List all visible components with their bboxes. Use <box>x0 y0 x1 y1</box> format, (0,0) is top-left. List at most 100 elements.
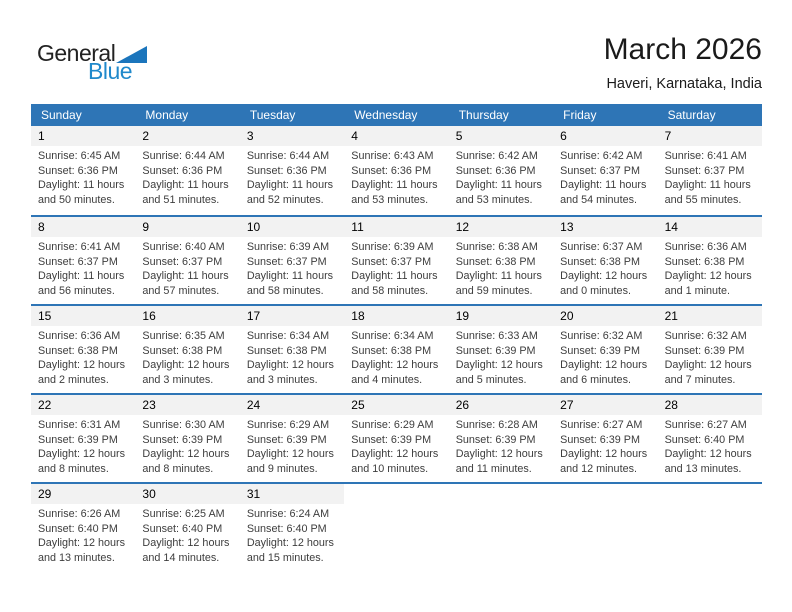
day-number: 21 <box>657 306 762 326</box>
logo-triangle-icon <box>116 46 148 63</box>
day-number: 20 <box>553 306 658 326</box>
day-number: 27 <box>553 395 658 415</box>
daylight-text-line2: and 13 minutes. <box>38 551 115 564</box>
sunset-text: Sunset: 6:37 PM <box>664 164 745 177</box>
day-details: Sunrise: 6:41 AM Sunset: 6:37 PM Dayligh… <box>31 237 135 298</box>
daylight-text-line1: Daylight: 12 hours <box>38 537 126 550</box>
daylight-text-line1: Daylight: 12 hours <box>664 448 752 461</box>
day-number: 3 <box>239 126 345 146</box>
day-number: 11 <box>344 217 449 237</box>
day-cell: 26 Sunrise: 6:28 AM Sunset: 6:39 PM Dayl… <box>448 395 554 482</box>
day-number: 7 <box>657 126 762 146</box>
logo-text-blue: Blue <box>88 58 133 84</box>
daylight-text-line2: and 6 minutes. <box>560 373 631 386</box>
daylight-text-line2: and 5 minutes. <box>455 373 527 386</box>
daylight-text-line1: Daylight: 11 hours <box>455 270 542 283</box>
daylight-text-line2: and 2 minutes. <box>38 373 109 386</box>
sunset-text: Sunset: 6:39 PM <box>351 433 432 446</box>
day-details: Sunrise: 6:39 AM Sunset: 6:37 PM Dayligh… <box>344 237 448 298</box>
daylight-text-line2: and 53 minutes. <box>351 193 429 206</box>
sunrise-text: Sunrise: 6:28 AM <box>455 419 538 431</box>
day-cell <box>553 484 658 571</box>
daylight-text-line1: Daylight: 12 hours <box>351 448 439 461</box>
day-number: 30 <box>135 484 240 504</box>
day-number: 10 <box>239 217 345 237</box>
day-number: 1 <box>31 126 136 146</box>
day-details: Sunrise: 6:27 AM Sunset: 6:39 PM Dayligh… <box>553 415 657 476</box>
day-cell: 3 Sunrise: 6:44 AM Sunset: 6:36 PM Dayli… <box>239 126 345 215</box>
day-details: Sunrise: 6:29 AM Sunset: 6:39 PM Dayligh… <box>240 415 344 476</box>
daylight-text-line1: Daylight: 12 hours <box>560 448 648 461</box>
sunset-text: Sunset: 6:39 PM <box>455 433 536 446</box>
sunset-text: Sunset: 6:39 PM <box>560 344 640 357</box>
daylight-text-line1: Daylight: 12 hours <box>142 448 230 461</box>
day-details: Sunrise: 6:27 AM Sunset: 6:40 PM Dayligh… <box>658 415 762 476</box>
day-details: Sunrise: 6:31 AM Sunset: 6:39 PM Dayligh… <box>31 415 135 476</box>
daylight-text-line1: Daylight: 12 hours <box>246 537 334 550</box>
day-number: 28 <box>657 395 762 415</box>
daylight-text-line1: Daylight: 11 hours <box>38 270 125 283</box>
day-cell: 11 Sunrise: 6:39 AM Sunset: 6:37 PM Dayl… <box>344 217 449 304</box>
day-details: Sunrise: 6:44 AM Sunset: 6:36 PM Dayligh… <box>135 146 239 207</box>
daylight-text-line1: Daylight: 12 hours <box>664 359 752 372</box>
daylight-text-line2: and 3 minutes. <box>246 373 318 386</box>
sunrise-text: Sunrise: 6:42 AM <box>455 150 538 162</box>
day-number: 26 <box>448 395 554 415</box>
day-details: Sunrise: 6:42 AM Sunset: 6:36 PM Dayligh… <box>449 146 553 207</box>
day-cell: 13 Sunrise: 6:37 AM Sunset: 6:38 PM Dayl… <box>553 217 658 304</box>
daylight-text-line2: and 55 minutes. <box>664 193 742 206</box>
day-number: 13 <box>553 217 658 237</box>
day-number: 23 <box>135 395 240 415</box>
sunset-text: Sunset: 6:38 PM <box>38 344 118 357</box>
sunrise-text: Sunrise: 6:40 AM <box>142 241 225 253</box>
sunrise-text: Sunrise: 6:39 AM <box>246 241 330 253</box>
day-cell: 23 Sunrise: 6:30 AM Sunset: 6:39 PM Dayl… <box>135 395 240 482</box>
sunset-text: Sunset: 6:37 PM <box>560 164 640 177</box>
day-cell: 12 Sunrise: 6:38 AM Sunset: 6:38 PM Dayl… <box>448 217 554 304</box>
weekday-header-cell: Thursday <box>458 108 509 122</box>
sunrise-text: Sunrise: 6:44 AM <box>246 150 330 162</box>
daylight-text-line2: and 8 minutes. <box>38 462 109 475</box>
day-cell: 18 Sunrise: 6:34 AM Sunset: 6:38 PM Dayl… <box>344 306 449 393</box>
sunrise-text: Sunrise: 6:45 AM <box>38 150 121 162</box>
day-cell: 4 Sunrise: 6:43 AM Sunset: 6:36 PM Dayli… <box>344 126 449 215</box>
sunset-text: Sunset: 6:38 PM <box>664 255 745 268</box>
daylight-text-line2: and 10 minutes. <box>351 462 429 475</box>
sunrise-text: Sunrise: 6:34 AM <box>351 330 434 342</box>
sunset-text: Sunset: 6:37 PM <box>246 255 327 268</box>
day-cell: 21 Sunrise: 6:32 AM Sunset: 6:39 PM Dayl… <box>657 306 762 393</box>
daylight-text-line2: and 59 minutes. <box>455 284 533 297</box>
day-number: 17 <box>239 306 345 326</box>
day-details: Sunrise: 6:28 AM Sunset: 6:39 PM Dayligh… <box>449 415 553 476</box>
daylight-text-line2: and 54 minutes. <box>560 193 637 206</box>
day-cell: 8 Sunrise: 6:41 AM Sunset: 6:37 PM Dayli… <box>31 217 136 304</box>
day-details: Sunrise: 6:32 AM Sunset: 6:39 PM Dayligh… <box>553 326 657 387</box>
month-title: March 2026 <box>603 33 762 66</box>
title-block: March 2026 Haveri, Karnataka, India <box>604 33 762 92</box>
daylight-text-line1: Daylight: 12 hours <box>455 448 543 461</box>
day-cell: 7 Sunrise: 6:41 AM Sunset: 6:37 PM Dayli… <box>657 126 762 215</box>
weekday-header-cell: Friday <box>563 108 597 122</box>
day-details: Sunrise: 6:34 AM Sunset: 6:38 PM Dayligh… <box>240 326 344 387</box>
daylight-text-line1: Daylight: 11 hours <box>246 179 334 192</box>
sunset-text: Sunset: 6:38 PM <box>246 344 327 357</box>
day-number: 22 <box>31 395 136 415</box>
day-details: Sunrise: 6:24 AM Sunset: 6:40 PM Dayligh… <box>240 504 344 565</box>
daylight-text-line2: and 14 minutes. <box>142 551 220 564</box>
sunrise-text: Sunrise: 6:27 AM <box>664 419 747 431</box>
daylight-text-line2: and 57 minutes. <box>142 284 220 297</box>
weekday-header-cell: Wednesday <box>354 108 418 122</box>
sunset-text: Sunset: 6:39 PM <box>38 433 118 446</box>
day-details: Sunrise: 6:34 AM Sunset: 6:38 PM Dayligh… <box>344 326 448 387</box>
sunrise-text: Sunrise: 6:32 AM <box>664 330 747 342</box>
day-cell: 5 Sunrise: 6:42 AM Sunset: 6:36 PM Dayli… <box>448 126 554 215</box>
sunrise-text: Sunrise: 6:42 AM <box>560 150 643 162</box>
sunset-text: Sunset: 6:38 PM <box>455 255 536 268</box>
day-details: Sunrise: 6:40 AM Sunset: 6:37 PM Dayligh… <box>135 237 239 298</box>
day-number <box>658 484 762 504</box>
sunrise-text: Sunrise: 6:30 AM <box>142 419 225 431</box>
daylight-text-line1: Daylight: 12 hours <box>664 270 752 283</box>
day-number: 12 <box>448 217 554 237</box>
sunrise-text: Sunrise: 6:36 AM <box>38 330 121 342</box>
